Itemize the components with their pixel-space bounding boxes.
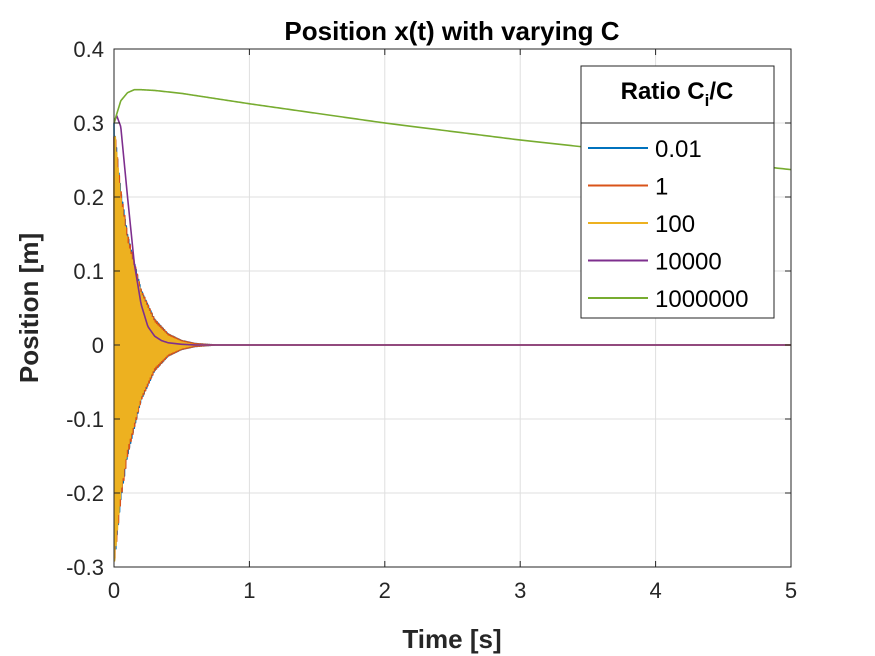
x-axis-title: Time [s] (402, 624, 501, 654)
legend: Ratio Ci/C 0.01 1 100 10000 1000000 (580, 65, 775, 319)
y-tick-label: 0.1 (73, 259, 104, 284)
legend-label-0.01: 0.01 (655, 136, 702, 163)
x-tick-label: 1 (243, 578, 255, 603)
x-tick-label: 5 (785, 578, 797, 603)
x-tick-label: 4 (649, 578, 661, 603)
legend-title-end: /C (709, 78, 733, 105)
legend-label-10000: 10000 (655, 249, 722, 276)
y-tick-label: 0.3 (73, 111, 104, 136)
legend-entries: 0.01 1 100 10000 1000000 (588, 136, 748, 313)
y-tick-label: 0.2 (73, 185, 104, 210)
y-ticks: -0.3 -0.2 -0.1 0 0.1 0.2 0.3 0.4 (66, 37, 791, 580)
y-tick-label: 0.4 (73, 37, 104, 62)
legend-label-100: 100 (655, 211, 695, 238)
x-ticks: 0 1 2 3 4 5 (108, 49, 797, 603)
x-tick-label: 3 (514, 578, 526, 603)
legend-title-subscript: i (705, 91, 710, 110)
y-tick-label: 0 (92, 333, 104, 358)
series-line-100 (113, 136, 791, 562)
x-tick-label: 0 (108, 578, 120, 603)
x-tick-label: 2 (379, 578, 391, 603)
y-tick-label: -0.3 (66, 555, 104, 580)
legend-box (580, 65, 775, 319)
series-layer (113, 88, 792, 562)
axes-box (113, 48, 792, 568)
y-tick-label: -0.1 (66, 407, 104, 432)
y-tick-label: -0.2 (66, 481, 104, 506)
series-line-10000 (113, 115, 791, 346)
y-axis-title: Position [m] (14, 233, 44, 383)
legend-title: Ratio Ci/C (621, 78, 734, 110)
legend-label-1: 1 (655, 174, 668, 201)
legend-title-main: Ratio C (621, 78, 705, 105)
legend-label-1000000: 1000000 (655, 286, 748, 313)
chart-title: Position x(t) with varying C (284, 16, 619, 46)
